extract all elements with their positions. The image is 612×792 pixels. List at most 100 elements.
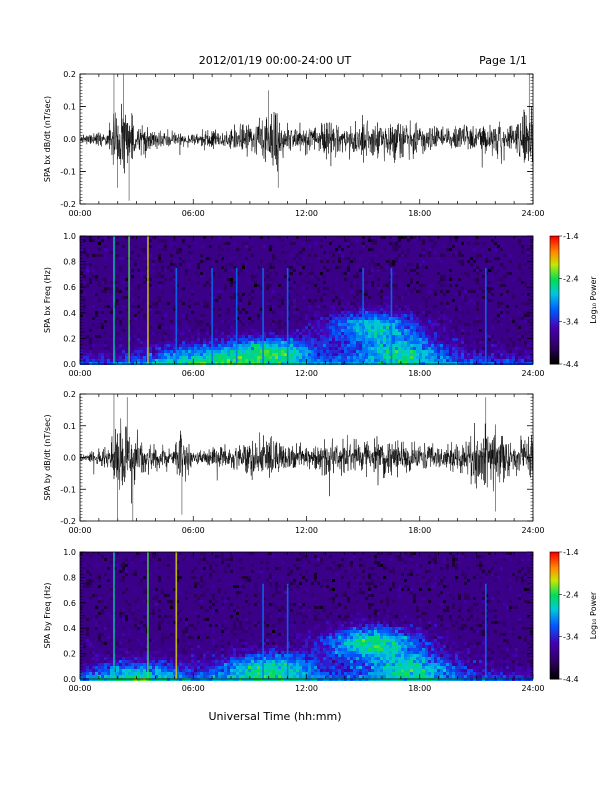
spectrogram-cell — [494, 272, 497, 275]
spectrogram-cell — [356, 317, 359, 320]
colorbar-segment — [550, 325, 559, 329]
spectrogram-cell — [425, 320, 428, 323]
spectrogram-cell — [332, 239, 335, 242]
spectrogram-cell — [128, 609, 131, 612]
spectrogram-cell — [137, 356, 140, 359]
spectrogram-cell — [431, 338, 434, 341]
spectrogram-cell — [191, 555, 194, 558]
spectrogram-cell — [86, 552, 89, 555]
spectrogram-cell — [455, 347, 458, 350]
spectrogram-cell — [437, 353, 440, 356]
spectrogram-cell — [530, 329, 533, 332]
spectrogram-cell — [185, 672, 188, 675]
spectrogram-cell — [272, 672, 275, 675]
spectrogram-cell — [101, 350, 104, 353]
spectrogram-cell — [206, 561, 209, 564]
spectrogram-cell — [344, 317, 347, 320]
spectrogram-cell — [233, 609, 236, 612]
spectrogram-cell — [398, 260, 401, 263]
spectrogram-cell — [263, 639, 266, 642]
spectrogram-cell — [317, 344, 320, 347]
spectrogram-cell — [278, 591, 281, 594]
spectrogram-cell — [212, 335, 215, 338]
spectrogram-cell — [431, 347, 434, 350]
spectrogram-cell — [242, 323, 245, 326]
spectrogram-cell — [119, 648, 122, 651]
spectrogram-cell — [125, 660, 128, 663]
spectrogram-cell — [260, 675, 263, 678]
spectrogram-cell — [518, 278, 521, 281]
y-axis-label: SPA by dB/dt (nT/sec) — [43, 414, 52, 500]
spectrogram-cell — [482, 296, 485, 299]
spectrogram-cell — [473, 335, 476, 338]
spectrogram-cell — [461, 347, 464, 350]
spectrogram-cell — [491, 248, 494, 251]
spectrogram-cell — [338, 344, 341, 347]
spectrogram-cell — [476, 320, 479, 323]
spectrogram-cell — [134, 666, 137, 669]
spectrogram-cell — [431, 326, 434, 329]
spectrogram-cell — [107, 579, 110, 582]
spectrogram-cell — [179, 669, 182, 672]
spectrogram-cell — [449, 239, 452, 242]
spectrogram-cell — [218, 245, 221, 248]
spectrogram-cell — [338, 362, 341, 365]
spectrogram-cell — [374, 350, 377, 353]
spectrogram-cell — [359, 332, 362, 335]
spectrogram-cell — [200, 356, 203, 359]
spectrogram-cell — [428, 338, 431, 341]
spectrogram-cell — [347, 338, 350, 341]
spectrogram-cell — [356, 275, 359, 278]
spectrogram-cell — [530, 362, 533, 365]
spectrogram-cell — [260, 347, 263, 350]
spectrogram-cell — [350, 320, 353, 323]
spectrogram-cell — [422, 362, 425, 365]
spectrogram-cell — [353, 311, 356, 314]
spectrogram-cell — [245, 356, 248, 359]
spectrogram-cell — [350, 314, 353, 317]
spectrogram-cell — [92, 645, 95, 648]
spectrogram-cell — [443, 347, 446, 350]
spectrogram-cell — [167, 356, 170, 359]
spectrogram-cell — [221, 242, 224, 245]
spectrogram-cell — [404, 341, 407, 344]
spectrogram-cell — [374, 329, 377, 332]
spectrogram-cell — [521, 317, 524, 320]
spectrogram-cell — [320, 338, 323, 341]
spectrogram-cell — [269, 651, 272, 654]
spectrogram-cell — [257, 314, 260, 317]
spectrogram-cell — [218, 579, 221, 582]
colorbar-segment — [550, 344, 559, 348]
spectrogram-cell — [296, 344, 299, 347]
spectrogram-cell — [422, 326, 425, 329]
spectrogram-cell — [392, 320, 395, 323]
spectrogram-cell — [230, 296, 233, 299]
spectrogram-cell — [254, 347, 257, 350]
spectrogram-cell — [83, 567, 86, 570]
spectrogram-cell — [356, 299, 359, 302]
spectrogram-cell — [179, 618, 182, 621]
spectrogram-cell — [170, 648, 173, 651]
spectrogram-cell — [155, 651, 158, 654]
spectrogram-cell — [308, 323, 311, 326]
spectrogram-cell — [158, 567, 161, 570]
event-streak — [390, 268, 393, 364]
spectrogram-cell — [83, 663, 86, 666]
spectrogram-cell — [338, 320, 341, 323]
spectrogram-cell — [236, 666, 239, 669]
spectrogram-cell — [98, 573, 101, 576]
spectrogram-cell — [293, 305, 296, 308]
spectrogram-cell — [245, 245, 248, 248]
spectrogram-cell — [134, 555, 137, 558]
spectrogram-cell — [146, 678, 149, 681]
spectrogram-cell — [125, 588, 128, 591]
spectrogram-cell — [215, 645, 218, 648]
spectrogram-cell — [98, 666, 101, 669]
spectrogram-cell — [251, 633, 254, 636]
spectrogram-cell — [242, 663, 245, 666]
spectrogram-cell — [317, 287, 320, 290]
spectrogram-cell — [119, 672, 122, 675]
spectrogram-cell — [263, 666, 266, 669]
spectrogram-cell — [260, 359, 263, 362]
